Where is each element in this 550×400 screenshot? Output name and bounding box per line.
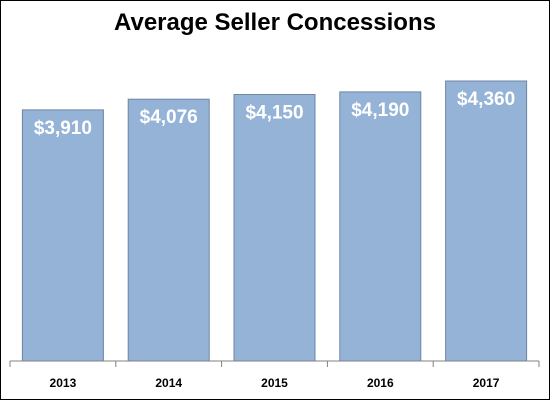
bar-2016 — [339, 91, 422, 362]
data-label-2013: $3,910 — [34, 118, 92, 139]
x-tick-label-2016: 2016 — [367, 376, 394, 390]
bar-2014 — [127, 98, 210, 362]
x-tick-label-2015: 2015 — [261, 376, 288, 390]
bar-2013 — [21, 109, 104, 362]
chart-title: Average Seller Concessions — [114, 9, 436, 36]
bar-2015 — [233, 94, 316, 362]
x-tick-label-2013: 2013 — [50, 376, 77, 390]
x-tick-label-2017: 2017 — [473, 376, 500, 390]
x-tick-label-2014: 2014 — [155, 376, 182, 390]
data-label-2014: $4,076 — [140, 107, 198, 128]
data-label-2016: $4,190 — [351, 100, 409, 121]
data-label-2017: $4,360 — [457, 89, 515, 110]
data-label-2015: $4,150 — [245, 103, 303, 124]
bar-2017 — [445, 80, 528, 362]
